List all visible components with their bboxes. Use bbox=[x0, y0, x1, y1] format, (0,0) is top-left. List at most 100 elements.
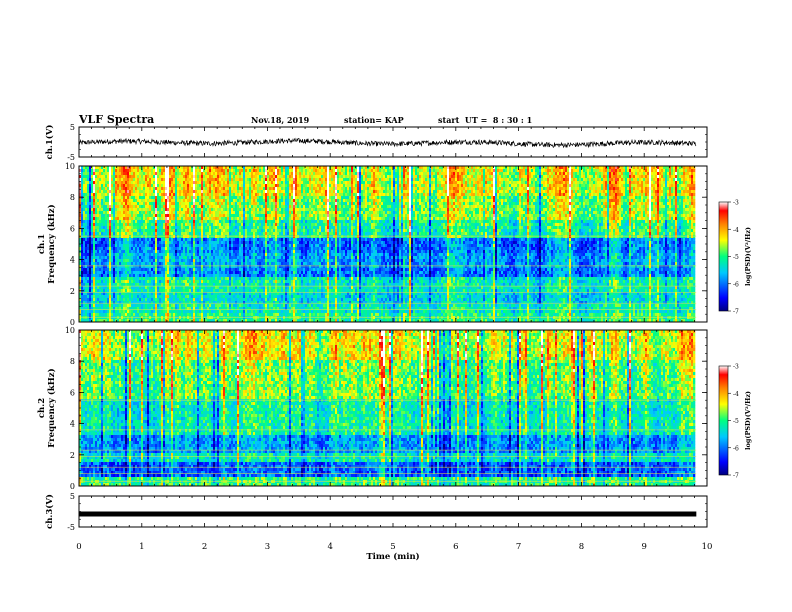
spectrogram-cell bbox=[569, 172, 571, 175]
spectrogram-cell bbox=[167, 187, 169, 190]
spectrogram-cell bbox=[177, 169, 179, 172]
spectrogram-cell bbox=[193, 196, 195, 199]
spectrogram-cell bbox=[265, 202, 267, 205]
spectrogram-cell bbox=[379, 196, 381, 199]
spectrogram-cell bbox=[511, 205, 513, 208]
spectrogram-cell bbox=[179, 196, 181, 199]
spectrogram-cell bbox=[611, 208, 613, 211]
spectrogram-cell bbox=[363, 208, 365, 211]
spectrogram-cell bbox=[117, 181, 119, 184]
spectrogram-cell bbox=[399, 178, 401, 181]
spectrogram-cell bbox=[381, 184, 383, 187]
spectrogram-cell bbox=[299, 187, 301, 190]
spectrogram-cell bbox=[263, 169, 265, 172]
spectrogram-cell bbox=[573, 175, 575, 178]
spectrogram-cell bbox=[317, 187, 319, 190]
spectrogram-cell bbox=[87, 181, 89, 184]
spectrogram-cell bbox=[691, 187, 693, 190]
spectrogram-cell bbox=[295, 175, 297, 178]
spectrogram-cell bbox=[323, 199, 325, 202]
spectrogram-cell bbox=[309, 172, 311, 175]
spectrogram-cell bbox=[309, 169, 311, 172]
spectrogram-cell bbox=[365, 205, 367, 208]
spectrogram-cell bbox=[393, 184, 395, 187]
spectrogram-cell bbox=[683, 205, 685, 208]
spectrogram-cell bbox=[189, 190, 191, 193]
spectrogram-cell bbox=[593, 199, 595, 202]
spectrogram-cell bbox=[679, 181, 681, 184]
spectrogram-cell bbox=[343, 178, 345, 181]
spectrogram-cell bbox=[571, 208, 573, 211]
spectrogram-cell bbox=[327, 202, 329, 205]
spectrogram-cell bbox=[551, 199, 553, 202]
spectrogram-cell bbox=[501, 208, 503, 211]
spectrogram-cell bbox=[171, 208, 173, 211]
spectrogram-cell bbox=[167, 169, 169, 172]
spectrogram-cell bbox=[283, 169, 285, 172]
spectrogram-cell bbox=[433, 208, 435, 211]
spectrogram-cell bbox=[507, 178, 509, 181]
spectrogram-cell bbox=[307, 181, 309, 184]
spectrogram-cell bbox=[655, 178, 657, 181]
spectrogram-cell bbox=[109, 196, 111, 199]
spectrogram-cell bbox=[117, 205, 119, 208]
spectrogram-cell bbox=[257, 175, 259, 178]
spectrogram-cell bbox=[409, 208, 411, 211]
spectrogram-cell bbox=[541, 193, 543, 196]
spectrogram-cell bbox=[235, 208, 237, 211]
spectrogram-cell bbox=[151, 211, 153, 214]
spectrogram-cell bbox=[345, 181, 347, 184]
spectrogram-cell bbox=[559, 184, 561, 187]
spectrogram-cell bbox=[361, 178, 363, 181]
spectrogram-cell bbox=[485, 196, 487, 199]
spectrogram-cell bbox=[287, 211, 289, 214]
spectrogram-cell bbox=[289, 187, 291, 190]
spectrogram-cell bbox=[511, 184, 513, 187]
spectrogram-cell bbox=[677, 208, 679, 211]
spectrogram-cell bbox=[141, 184, 143, 187]
spectrogram-cell bbox=[195, 193, 197, 196]
spectrogram-cell bbox=[175, 193, 177, 196]
spectrogram-cell bbox=[331, 193, 333, 196]
spectrogram-cell bbox=[559, 199, 561, 202]
spectrogram-cell bbox=[491, 178, 493, 181]
spectrogram-cell bbox=[495, 211, 497, 214]
spectrogram-cell bbox=[473, 184, 475, 187]
spectrogram-cell bbox=[265, 178, 267, 181]
spectrogram-cell bbox=[197, 181, 199, 184]
spectrogram-cell bbox=[361, 175, 363, 178]
spectrogram-cell bbox=[91, 205, 93, 208]
spectrogram-cell bbox=[687, 208, 689, 211]
spectrogram-cell bbox=[403, 193, 405, 196]
spectrogram-cell bbox=[639, 196, 641, 199]
spectrogram-cell bbox=[677, 196, 679, 199]
spectrogram-cell bbox=[529, 172, 531, 175]
spectrogram-cell bbox=[149, 202, 151, 205]
spectrogram-cell bbox=[185, 193, 187, 196]
spectrogram-cell bbox=[233, 202, 235, 205]
spectrogram-cell bbox=[315, 175, 317, 178]
spectrogram-cell bbox=[581, 172, 583, 175]
spectrogram-cell bbox=[209, 190, 211, 193]
spectrogram-cell bbox=[151, 196, 153, 199]
spectrogram-cell bbox=[363, 193, 365, 196]
spectrogram-cell bbox=[577, 181, 579, 184]
spectrogram-cell bbox=[241, 178, 243, 181]
spectrogram-cell bbox=[391, 184, 393, 187]
spectrogram-cell bbox=[535, 190, 537, 193]
spectrogram-cell bbox=[221, 181, 223, 184]
spectrogram-cell bbox=[569, 199, 571, 202]
spectrogram-cell bbox=[289, 196, 291, 199]
spectrogram-cell bbox=[691, 169, 693, 172]
spectrogram-cell bbox=[139, 172, 141, 175]
spectrogram-cell bbox=[185, 172, 187, 175]
spectrogram-cell bbox=[223, 202, 225, 205]
spectrogram-cell bbox=[327, 208, 329, 211]
spectrogram-cell bbox=[293, 208, 295, 211]
spectrogram-cell bbox=[341, 178, 343, 181]
spectrogram-cell bbox=[609, 196, 611, 199]
spectrogram-cell bbox=[479, 178, 481, 181]
spectrogram-cell bbox=[635, 190, 637, 193]
spectrogram-cell bbox=[367, 211, 369, 214]
spectrogram-cell bbox=[403, 199, 405, 202]
